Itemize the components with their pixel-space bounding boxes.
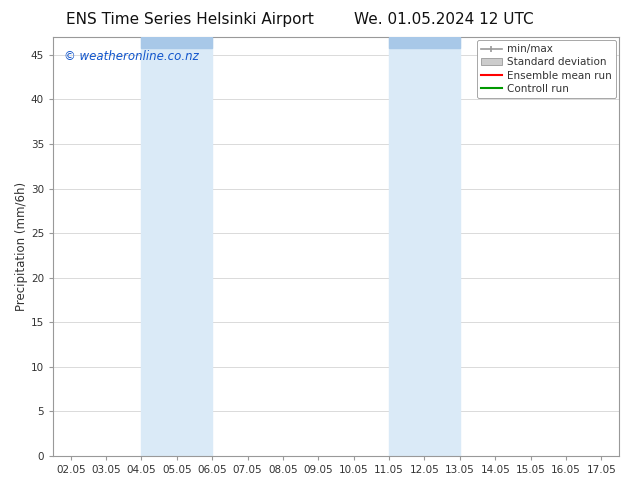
Bar (141, 37, 212, 456)
Legend: min/max, Standard deviation, Ensemble mean run, Controll run: min/max, Standard deviation, Ensemble me… (477, 40, 616, 98)
Text: © weatheronline.co.nz: © weatheronline.co.nz (65, 49, 199, 63)
Bar (389, 37, 460, 456)
Bar (389, 37, 460, 48)
Y-axis label: Precipitation (mm/6h): Precipitation (mm/6h) (15, 182, 28, 311)
Bar (141, 37, 212, 48)
Text: We. 01.05.2024 12 UTC: We. 01.05.2024 12 UTC (354, 12, 534, 27)
Text: ENS Time Series Helsinki Airport: ENS Time Series Helsinki Airport (67, 12, 314, 27)
